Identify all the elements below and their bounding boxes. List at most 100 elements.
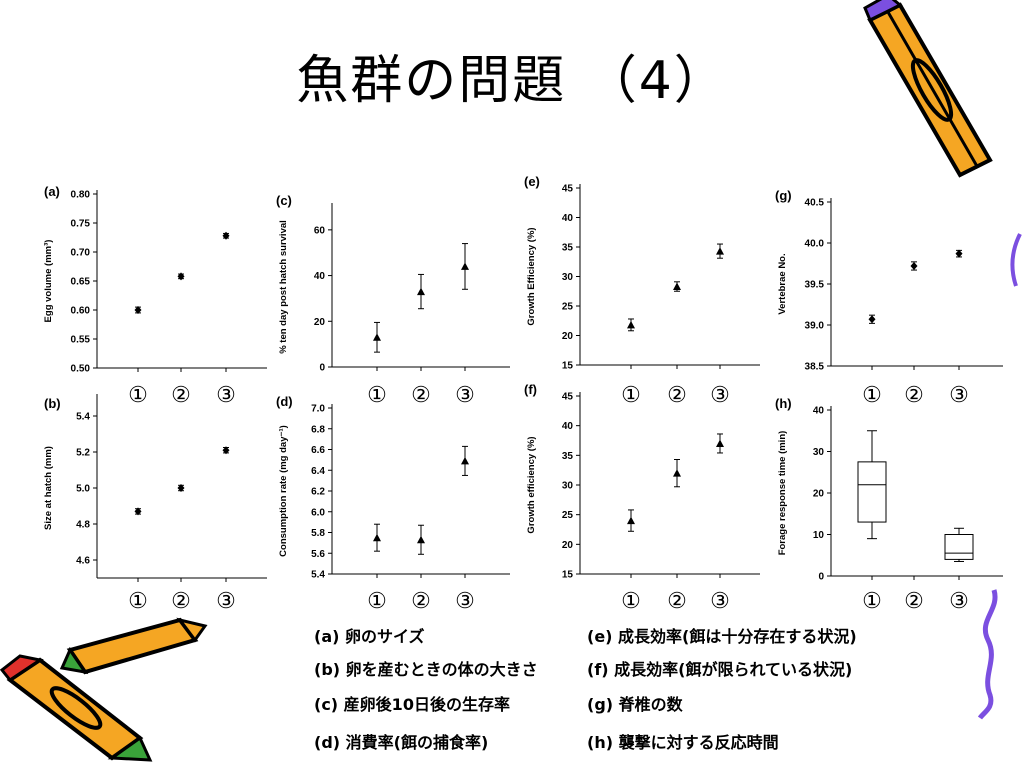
y-tick-label-g: 39.0	[805, 321, 825, 332]
group-label-h: ③	[949, 588, 969, 613]
y-tick-label-a: 0.55	[71, 335, 91, 346]
y-tick-label-b: 4.6	[76, 556, 90, 567]
data-point-d	[461, 456, 469, 465]
data-point-g	[868, 315, 876, 324]
y-axis-title-e: Growth Efficiency (%)	[526, 227, 537, 325]
y-tick-label-f: 45	[562, 392, 574, 403]
y-tick-label-d: 6.6	[311, 445, 325, 456]
y-tick-label-b: 5.2	[76, 448, 90, 459]
panel-label-c: (c)	[276, 193, 292, 208]
y-tick-label-d: 6.4	[311, 466, 325, 477]
y-tick-label-f: 20	[562, 540, 574, 551]
panel-f: 15 20 25 30 35 40 45 (f) Growth efficiency (%) ① ②…	[524, 382, 760, 613]
y-tick-label-b: 4.8	[76, 520, 90, 531]
y-tick-label-a: 0.70	[71, 248, 91, 259]
y-tick-label-b: 5.4	[76, 412, 90, 423]
caption-b: (b) 卵を産むときの体の大きさ	[314, 660, 538, 679]
panel-a: 0.50 0.55 0.60 0.65 0.70 0.75 0.80 (a) Egg volum…	[43, 184, 267, 407]
y-tick-label-e: 25	[562, 302, 574, 313]
y-axis-title-d: Consumption rate (mg day⁻¹)	[278, 425, 289, 557]
data-point-g	[955, 249, 963, 258]
data-point-d	[373, 533, 381, 542]
group-label-b: ③	[216, 588, 236, 613]
y-axis-title-h: Forage response time (min)	[777, 431, 788, 556]
y-tick-label-g: 40.0	[805, 239, 825, 250]
pencil-clipart-top-right	[863, 0, 993, 178]
y-tick-label-h: 40	[813, 406, 825, 417]
group-label-f: ①	[621, 588, 641, 613]
data-point-e	[627, 320, 635, 329]
panel-g: 38.5 39.0 39.5 40.0 40.5 (g) Vertebrae No. ① ② ③	[775, 188, 1003, 407]
pencil-clipart-bottom-left	[0, 617, 208, 762]
y-tick-label-d: 6.0	[311, 507, 325, 518]
y-tick-label-e: 15	[562, 361, 574, 372]
y-tick-label-c: 0	[319, 363, 325, 374]
group-label-h: ①	[862, 588, 882, 613]
y-tick-label-d: 5.4	[311, 570, 325, 581]
data-point-c	[373, 333, 381, 341]
group-label-e: ③	[710, 382, 730, 407]
group-label-f: ②	[667, 588, 687, 613]
y-axis-title-a: Egg volume (mm³)	[43, 240, 54, 323]
y-tick-label-c: 20	[314, 317, 326, 328]
panel-h: 0 10 20 30 40 (h) Forage response time (min) ① ②…	[775, 396, 1003, 613]
box-h	[857, 461, 887, 523]
y-tick-label-d: 6.8	[311, 424, 325, 435]
y-axis-title-c: % ten day post hatch survival	[278, 220, 289, 354]
y-tick-label-h: 20	[813, 489, 825, 500]
y-tick-label-g: 40.5	[805, 198, 825, 209]
caption-e: (e) 成長効率(餌は十分存在する状況)	[587, 627, 857, 646]
y-tick-label-h: 10	[813, 530, 825, 541]
purple-scribble-right	[977, 589, 998, 720]
group-label-e: ②	[667, 382, 687, 407]
data-point-a	[177, 272, 185, 281]
y-tick-label-a: 0.60	[71, 306, 91, 317]
caption-f: (f) 成長効率(餌が限られている状況)	[587, 660, 853, 679]
caption-c: (c) 産卵後10日後の生存率	[314, 695, 510, 714]
box-h	[944, 534, 974, 560]
panel-e: 15 20 25 30 35 40 45 (e) Growth Efficiency (%) ① ②…	[524, 174, 760, 407]
data-point-a	[222, 231, 230, 240]
y-tick-label-d: 7.0	[311, 404, 325, 415]
group-label-d: ③	[455, 588, 475, 613]
y-axis-title-f: Growth efficiency (%)	[526, 436, 537, 533]
group-label-d: ①	[367, 588, 387, 613]
group-label-b: ①	[128, 588, 148, 613]
panel-b: 4.6 4.8 5.0 5.2 5.4 (b) Size at hatch (mm) ① ② ③	[43, 394, 267, 613]
y-tick-label-h: 30	[813, 447, 825, 458]
y-tick-label-d: 5.8	[311, 528, 325, 539]
y-tick-label-c: 60	[314, 225, 326, 236]
panel-label-d: (d)	[276, 394, 293, 409]
y-tick-label-e: 20	[562, 331, 574, 342]
group-label-h: ②	[904, 588, 924, 613]
group-label-g: ①	[862, 382, 882, 407]
panel-c: 0 20 40 60 (c) % ten day post hatch survival ①…	[276, 193, 510, 407]
y-tick-label-f: 40	[562, 421, 574, 432]
purple-stroke-right-edge	[1010, 233, 1022, 287]
group-label-f: ③	[710, 588, 730, 613]
panel-label-e: (e)	[524, 174, 540, 189]
y-tick-label-a: 0.80	[71, 190, 91, 201]
y-tick-label-f: 15	[562, 570, 574, 581]
data-point-f	[716, 439, 724, 447]
data-point-c	[417, 287, 425, 296]
y-tick-label-d: 5.6	[311, 549, 325, 560]
data-point-c	[461, 262, 469, 270]
group-label-d: ②	[411, 588, 431, 613]
group-label-a: ②	[171, 382, 191, 407]
y-tick-label-e: 35	[562, 243, 574, 254]
y-tick-label-f: 25	[562, 510, 574, 521]
data-point-d	[417, 535, 425, 544]
panel-d: 5.4 5.6 5.8 6.0 6.2 6.4 6.6 6.8 7.0 (d) Consumptio…	[276, 394, 510, 613]
y-tick-label-f: 35	[562, 451, 574, 462]
data-point-f	[673, 469, 681, 477]
caption-h: (h) 襲撃に対する反応時間	[587, 733, 779, 752]
group-label-b: ②	[171, 588, 191, 613]
data-point-g	[910, 261, 918, 270]
caption-a: (a) 卵のサイズ	[314, 627, 425, 646]
y-tick-label-g: 39.5	[805, 280, 825, 291]
panel-label-h: (h)	[775, 396, 792, 411]
y-tick-label-b: 5.0	[76, 484, 90, 495]
data-point-e	[673, 282, 681, 291]
